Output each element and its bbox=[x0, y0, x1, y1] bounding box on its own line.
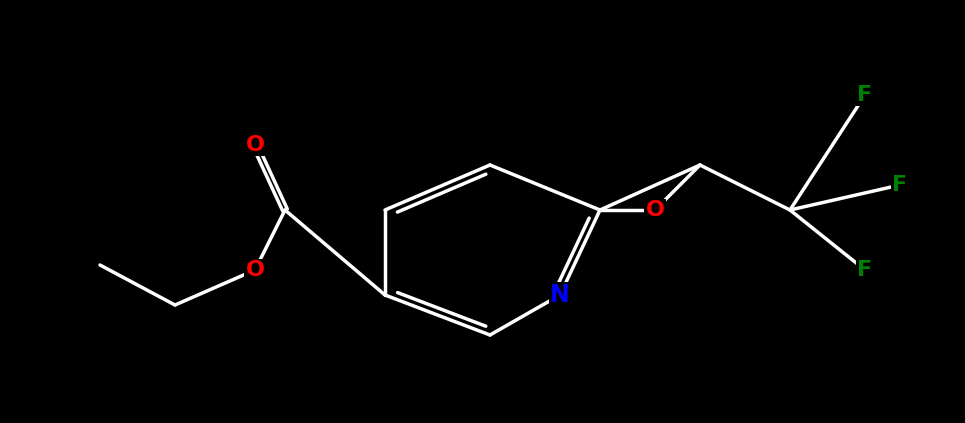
Text: O: O bbox=[245, 260, 264, 280]
Text: N: N bbox=[550, 283, 570, 307]
Text: F: F bbox=[893, 175, 907, 195]
Text: O: O bbox=[646, 200, 665, 220]
Text: F: F bbox=[858, 85, 872, 105]
Text: O: O bbox=[245, 135, 264, 155]
Text: F: F bbox=[858, 260, 872, 280]
